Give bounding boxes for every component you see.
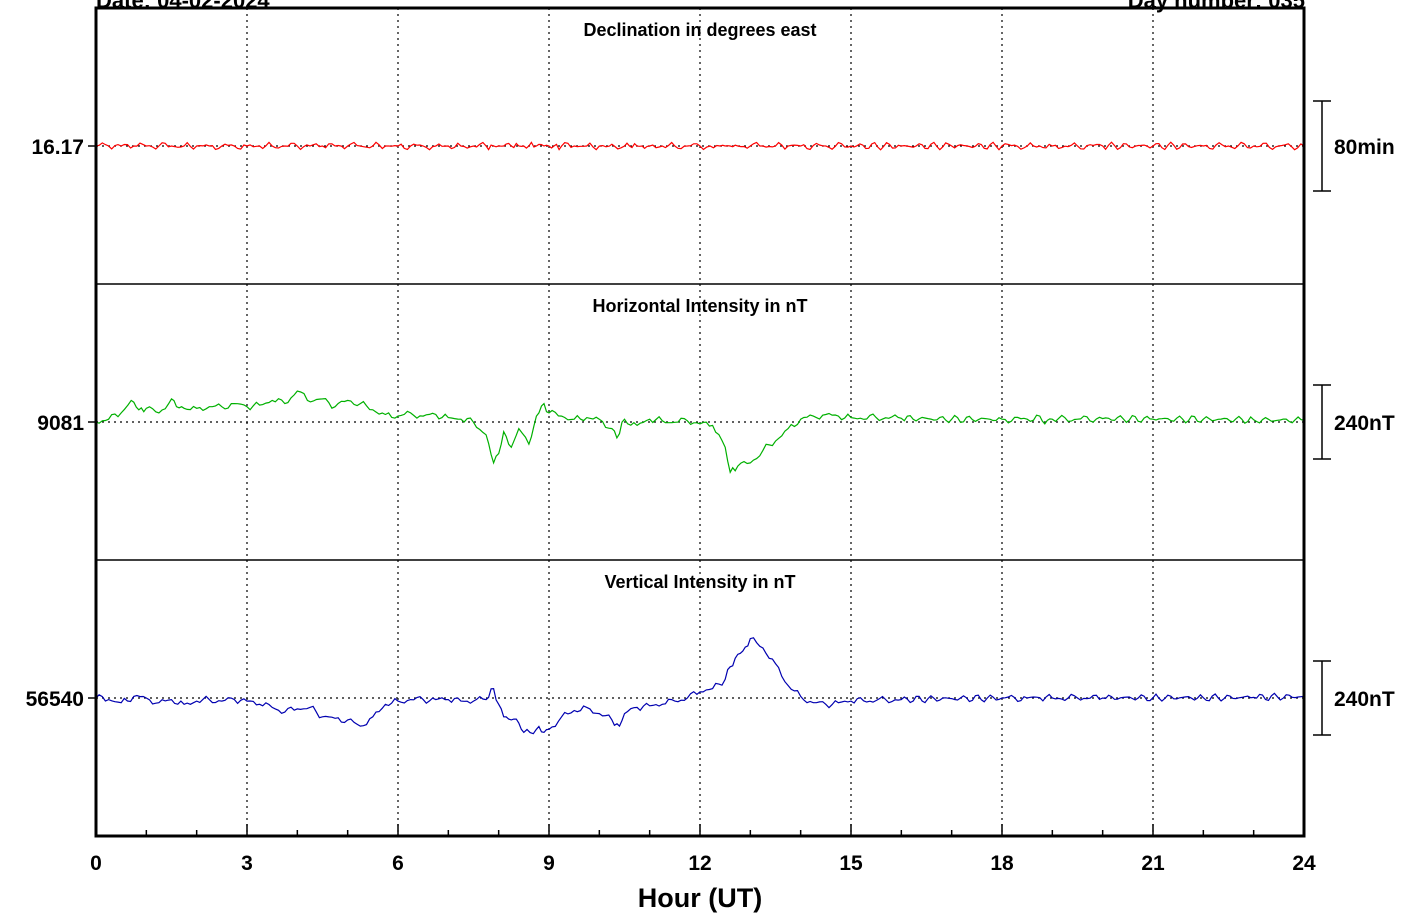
panel-title: Horizontal Intensity in nT — [593, 296, 808, 316]
grid-lines — [96, 8, 1304, 836]
panel-title: Declination in degrees east — [583, 20, 816, 40]
x-tick-label: 9 — [543, 852, 555, 875]
series-line — [95, 390, 1305, 474]
x-axis-tick-labels: 0 3 6 9 12 15 18 21 24 — [90, 852, 1316, 875]
series-line — [95, 141, 1305, 151]
panel-title: Vertical Intensity in nT — [604, 572, 795, 592]
x-axis-label: Hour (UT) — [638, 883, 762, 913]
baseline-labels: 16.17 9081 56540 — [26, 136, 96, 711]
panel-dividers — [96, 283, 1304, 561]
x-tick-label: 21 — [1141, 852, 1165, 875]
scale-label: 240nT — [1334, 688, 1395, 711]
x-axis-ticks — [95, 824, 1305, 836]
scale-bars: 80min 240nT 240nT — [1313, 100, 1395, 736]
x-tick-label: 15 — [839, 852, 863, 875]
scale-label: 240nT — [1334, 412, 1395, 435]
x-tick-label: 24 — [1292, 852, 1316, 875]
x-tick-label: 18 — [990, 852, 1014, 875]
x-tick-label: 0 — [90, 852, 102, 875]
x-tick-label: 6 — [392, 852, 404, 875]
data-curves — [95, 141, 1305, 735]
baseline-label: 16.17 — [31, 136, 84, 159]
panel-titles: Declination in degrees east Horizontal In… — [583, 20, 816, 592]
x-tick-label: 3 — [241, 852, 253, 875]
scale-label: 80min — [1334, 136, 1395, 159]
baseline-label: 56540 — [26, 688, 84, 711]
baseline-label: 9081 — [37, 412, 84, 435]
series-line — [95, 637, 1305, 735]
x-tick-label: 12 — [688, 852, 711, 875]
